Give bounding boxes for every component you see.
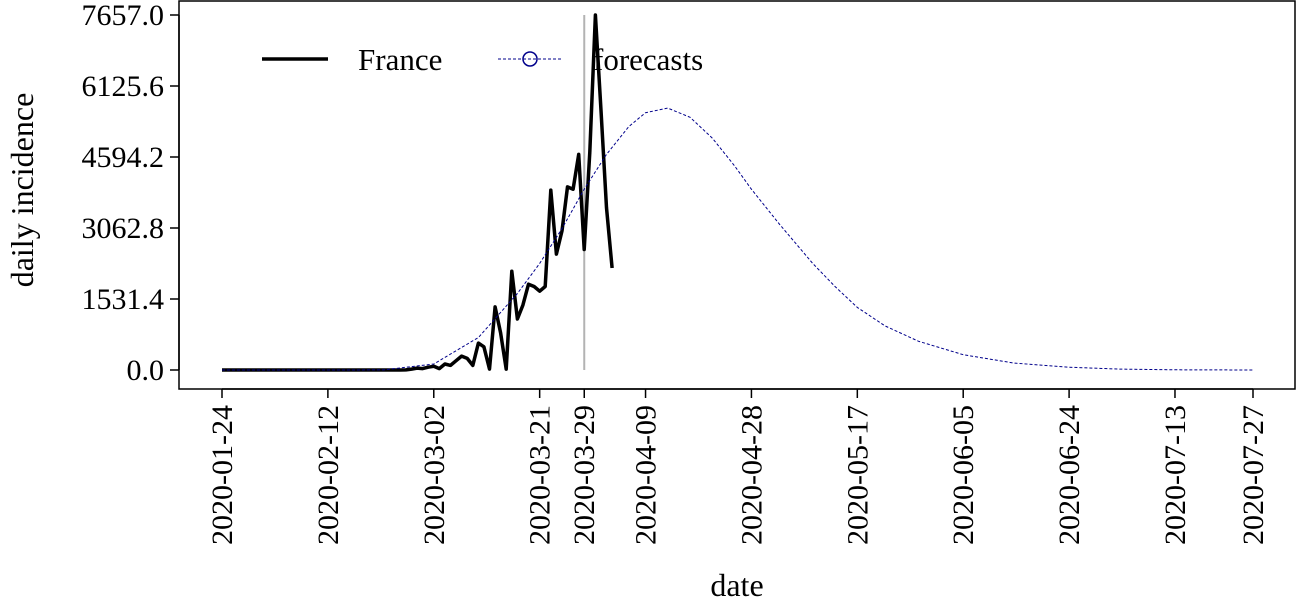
y-axis-ticks: 0.0 1531.4 3062.8 4594.2 6125.6 7657.0 (82, 0, 179, 387)
x-tick-label: 2020-07-13 (1159, 405, 1192, 545)
legend-marker-forecasts (522, 51, 538, 67)
x-tick-label: 2020-03-02 (418, 405, 451, 545)
x-tick-label: 2020-05-17 (841, 405, 874, 545)
y-tick-label: 6125.6 (82, 70, 165, 103)
x-axis-label: date (710, 567, 763, 600)
series-layer (222, 13, 1254, 372)
legend: France forecasts (262, 42, 703, 77)
plot-frame (178, 0, 1296, 390)
y-tick-label: 3062.8 (82, 212, 165, 245)
y-tick-label: 4594.2 (82, 141, 165, 174)
y-axis-label: daily incidence (4, 93, 40, 288)
x-axis-ticks: 2020-01-24 2020-02-12 2020-03-02 2020-03-21… (206, 389, 1270, 545)
y-tick-label: 7657.0 (82, 0, 165, 32)
x-tick-label: 2020-02-12 (312, 405, 345, 545)
series-line-forecasts (222, 107, 1254, 371)
x-tick-label: 2020-06-24 (1053, 405, 1086, 545)
x-tick-label: 2020-03-29 (568, 405, 601, 545)
x-tick-label: 2020-04-28 (735, 405, 768, 545)
y-tick-label: 0.0 (127, 354, 165, 387)
legend-label-france: France (358, 42, 442, 77)
y-tick-label: 1531.4 (82, 283, 165, 316)
x-tick-label: 2020-07-27 (1237, 405, 1270, 545)
x-tick-label: 2020-04-09 (630, 405, 663, 545)
x-tick-label: 2020-01-24 (206, 405, 239, 545)
legend-label-forecasts: forecasts (593, 42, 703, 77)
x-tick-label: 2020-03-21 (524, 405, 557, 545)
x-tick-label: 2020-06-05 (947, 405, 980, 545)
